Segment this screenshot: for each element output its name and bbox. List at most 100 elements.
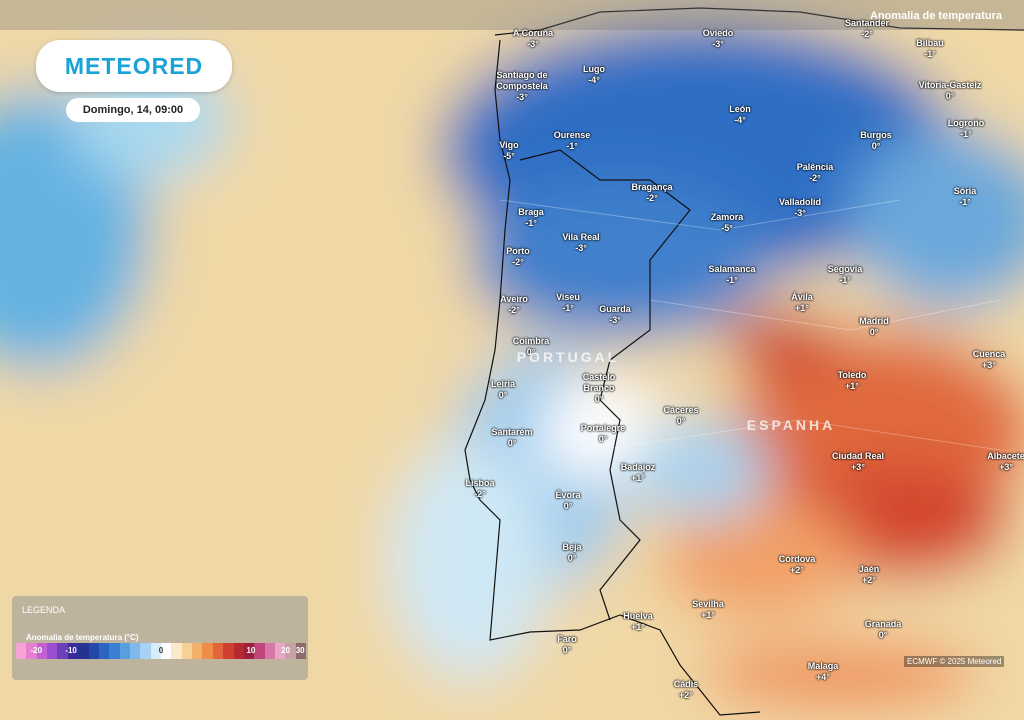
- legend-tick: 0: [158, 646, 164, 655]
- scale-step: [181, 643, 193, 659]
- city-label: A Coruña -3°: [513, 28, 553, 50]
- city-value: +2°: [790, 565, 804, 575]
- legend-tick: -20: [30, 646, 43, 655]
- city-name: Malaga: [807, 661, 839, 671]
- scale-step: [212, 643, 224, 659]
- city-value: +1°: [631, 473, 645, 483]
- city-value: -2°: [809, 173, 821, 183]
- city-name: Évora: [555, 490, 581, 500]
- scale-step: [150, 643, 162, 659]
- city-label: Córdova +2°: [779, 554, 816, 576]
- city-value: +4°: [816, 672, 830, 682]
- logo[interactable]: METEORED: [36, 40, 232, 92]
- scale-step: [47, 643, 58, 659]
- city-value: -5°: [721, 223, 733, 233]
- city-value: +1°: [795, 303, 809, 313]
- city-name: Toledo: [837, 370, 867, 380]
- city-name: Guarda: [599, 304, 631, 314]
- city-label: Faro 0°: [557, 634, 577, 656]
- city-value: -2°: [508, 305, 520, 315]
- city-name: Burgos: [860, 130, 892, 140]
- city-label: Coimbra 0°: [513, 336, 550, 358]
- city-label: Cuenca +3°: [973, 349, 1006, 371]
- city-value: 0°: [869, 327, 879, 337]
- city-value: -4°: [588, 75, 600, 85]
- city-name: Santarém: [491, 427, 533, 437]
- city-label: Santarém 0°: [491, 427, 532, 449]
- city-value: -2°: [474, 489, 486, 499]
- city-label: Braga -1°: [518, 207, 544, 229]
- city-name: Coimbra: [512, 336, 550, 346]
- scale-step: [202, 643, 213, 659]
- city-value: -1°: [562, 303, 574, 313]
- city-value: -3°: [575, 243, 587, 253]
- city-label: Ciudad Real +3°: [832, 451, 884, 473]
- credit: ECMWF © 2025 Meteored: [904, 656, 1005, 667]
- city-label: Cádis +2°: [674, 679, 699, 701]
- city-name: Santander: [844, 18, 890, 28]
- color-scale: [16, 643, 307, 659]
- city-value: 0°: [507, 438, 517, 448]
- country-label: PORTUGAL: [516, 349, 620, 365]
- country-label: ESPANHA: [746, 417, 836, 433]
- city-name: Zamora: [710, 212, 744, 222]
- city-label: Valladolid -3°: [779, 197, 821, 219]
- city-label: Bragança -2°: [631, 182, 672, 204]
- city-name: Albacete: [987, 451, 1024, 461]
- city-value: -1°: [959, 197, 971, 207]
- legend-ticks: -20 -10 0 10 20 30: [16, 643, 306, 659]
- city-label: León -4°: [729, 104, 751, 126]
- city-name: Sória: [953, 186, 977, 196]
- city-name: Viseu: [556, 292, 580, 302]
- city-label: Salamanca -1°: [708, 264, 755, 286]
- city-label: Castelo Branco 0°: [567, 372, 631, 405]
- scale-step: [254, 643, 265, 659]
- city-name: A Coruña: [512, 28, 554, 38]
- city-label: Toledo +1°: [838, 370, 867, 392]
- scale-step: [129, 643, 141, 659]
- scale-step: [161, 643, 172, 659]
- scale-step: [109, 643, 120, 659]
- scale-step: [78, 643, 89, 659]
- city-value: -1°: [566, 141, 578, 151]
- city-value: 0°: [562, 645, 572, 655]
- borders: [464, 7, 1024, 716]
- city-name: Ourense: [553, 130, 591, 140]
- city-label: Lisboa -2°: [465, 478, 494, 500]
- city-name: Santiago de Compostela: [496, 70, 548, 91]
- city-name: Córdova: [778, 554, 816, 564]
- city-name: Lisboa: [465, 478, 495, 488]
- city-value: -1°: [839, 275, 851, 285]
- city-label: Santiago de Compostela -3°: [490, 70, 554, 103]
- city-name: Segovia: [827, 264, 863, 274]
- city-value: +3°: [999, 462, 1013, 472]
- city-value: -2°: [512, 257, 524, 267]
- city-value: 0°: [945, 91, 955, 101]
- city-label: Ávila +1°: [791, 292, 813, 314]
- city-label: Évora 0°: [555, 490, 580, 512]
- city-label: Vigo -5°: [499, 140, 518, 162]
- city-value: 0°: [871, 141, 881, 151]
- scale-step: [140, 643, 151, 659]
- city-value: +1°: [845, 381, 859, 391]
- scale-step: [295, 643, 307, 659]
- legend: LEGENDA Anomalia de temperatura (°C) -20…: [12, 596, 308, 680]
- scale-step: [26, 643, 37, 659]
- date-label[interactable]: Domingo, 14, 09:00: [66, 98, 200, 122]
- city-name: Huelva: [623, 611, 653, 621]
- city-label: Huelva +1°: [623, 611, 653, 633]
- legend-tick: 20: [281, 646, 291, 655]
- city-name: Oviedo: [702, 28, 734, 38]
- city-label: Aveiro -2°: [500, 294, 528, 316]
- city-label: Bilbau -1°: [916, 38, 944, 60]
- city-value: 0°: [594, 394, 604, 404]
- city-value: -1°: [525, 218, 537, 228]
- city-name: Madrid: [859, 316, 889, 326]
- city-value: +1°: [701, 610, 715, 620]
- city-name: Cádis: [673, 679, 699, 689]
- legend-tick: -10: [65, 646, 77, 655]
- legend-tick: 30: [295, 646, 305, 655]
- city-name: Badajoz: [620, 462, 656, 472]
- city-label: Segovia -1°: [828, 264, 863, 286]
